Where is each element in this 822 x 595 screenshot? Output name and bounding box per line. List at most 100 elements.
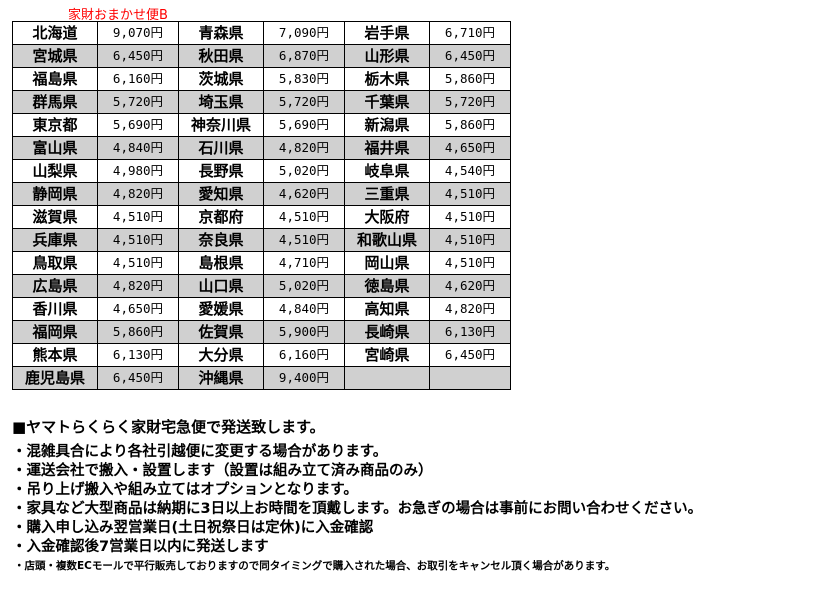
price-cell: 6,450円: [97, 44, 179, 68]
price-cell: 5,900円: [263, 320, 345, 344]
price-cell: 4,840円: [97, 136, 179, 160]
shipping-notes: ■ヤマトらくらく家財宅急便で発送致します。 ・混雑具合により各社引越便に変更する…: [12, 416, 702, 557]
prefecture-cell: 栃木県: [344, 67, 430, 91]
prefecture-cell: 岡山県: [344, 251, 430, 275]
price-cell: 6,160円: [263, 343, 345, 367]
price-cell: 5,720円: [429, 90, 511, 114]
price-cell: 5,020円: [263, 274, 345, 298]
table-row: 富山県 4,840円 石川県 4,820円 福井県 4,650円: [12, 136, 511, 160]
prefecture-cell: 鹿児島県: [12, 366, 98, 390]
table-row: 北海道 9,070円 青森県 7,090円 岩手県 6,710円: [12, 21, 511, 45]
price-cell: 5,690円: [263, 113, 345, 137]
table-row: 滋賀県 4,510円 京都府 4,510円 大阪府 4,510円: [12, 205, 511, 229]
prefecture-cell: 青森県: [178, 21, 264, 45]
table-row: 福島県 6,160円 茨城県 5,830円 栃木県 5,860円: [12, 67, 511, 91]
price-cell: 5,720円: [263, 90, 345, 114]
prefecture-cell: 新潟県: [344, 113, 430, 137]
prefecture-cell: 鳥取県: [12, 251, 98, 275]
price-cell: 4,620円: [263, 182, 345, 206]
price-cell: 7,090円: [263, 21, 345, 45]
cancellation-note: ・店頭・複数ECモールで平行販売しておりますので同タイミングで購入された場合、お…: [14, 560, 616, 572]
price-cell: 5,830円: [263, 67, 345, 91]
price-cell: 6,130円: [429, 320, 511, 344]
price-cell: 6,450円: [429, 343, 511, 367]
price-cell: [429, 366, 511, 390]
price-cell: 6,450円: [429, 44, 511, 68]
price-cell: 4,650円: [429, 136, 511, 160]
prefecture-cell: 茨城県: [178, 67, 264, 91]
table-row: 熊本県 6,130円 大分県 6,160円 宮崎県 6,450円: [12, 343, 511, 367]
prefecture-cell: 愛知県: [178, 182, 264, 206]
price-cell: 5,020円: [263, 159, 345, 183]
note-item: ・家具など大型商品は納期に3日以上お時間を頂戴します。お急ぎの場合は事前にお問い…: [12, 501, 703, 517]
prefecture-cell: 岩手県: [344, 21, 430, 45]
table-row: 鳥取県 4,510円 島根県 4,710円 岡山県 4,510円: [12, 251, 511, 275]
note-item: ・吊り上げ搬入や組み立てはオプションとなります。: [12, 482, 358, 498]
prefecture-cell: 山梨県: [12, 159, 98, 183]
prefecture-cell: 島根県: [178, 251, 264, 275]
prefecture-cell: 富山県: [12, 136, 98, 160]
prefecture-cell: 宮城県: [12, 44, 98, 68]
price-cell: 4,510円: [97, 228, 179, 252]
prefecture-cell: 香川県: [12, 297, 98, 321]
table-row: 福岡県 5,860円 佐賀県 5,900円 長崎県 6,130円: [12, 320, 511, 344]
price-cell: 4,510円: [263, 205, 345, 229]
prefecture-cell: 北海道: [12, 21, 98, 45]
table-row: 広島県 4,820円 山口県 5,020円 徳島県 4,620円: [12, 274, 511, 298]
table-row: 宮城県 6,450円 秋田県 6,870円 山形県 6,450円: [12, 44, 511, 68]
price-cell: 6,130円: [97, 343, 179, 367]
table-row: 兵庫県 4,510円 奈良県 4,510円 和歌山県 4,510円: [12, 228, 511, 252]
prefecture-cell: 千葉県: [344, 90, 430, 114]
prefecture-cell: 広島県: [12, 274, 98, 298]
prefecture-cell: 佐賀県: [178, 320, 264, 344]
price-cell: 6,160円: [97, 67, 179, 91]
prefecture-cell: 神奈川県: [178, 113, 264, 137]
price-cell: 4,820円: [263, 136, 345, 160]
prefecture-cell: 長崎県: [344, 320, 430, 344]
price-cell: 9,070円: [97, 21, 179, 45]
prefecture-cell: 宮崎県: [344, 343, 430, 367]
table-row: 香川県 4,650円 愛媛県 4,840円 高知県 4,820円: [12, 297, 511, 321]
price-cell: 5,860円: [429, 67, 511, 91]
notes-heading: ■ヤマトらくらく家財宅急便で発送致します。: [12, 418, 325, 436]
prefecture-cell: 福井県: [344, 136, 430, 160]
price-cell: 4,980円: [97, 159, 179, 183]
price-cell: 4,510円: [429, 182, 511, 206]
price-cell: 9,400円: [263, 366, 345, 390]
price-cell: 5,690円: [97, 113, 179, 137]
price-cell: 4,510円: [263, 228, 345, 252]
prefecture-cell: 群馬県: [12, 90, 98, 114]
price-cell: 4,710円: [263, 251, 345, 275]
prefecture-cell: 福島県: [12, 67, 98, 91]
prefecture-cell: 兵庫県: [12, 228, 98, 252]
prefecture-cell: 愛媛県: [178, 297, 264, 321]
price-cell: 4,510円: [97, 205, 179, 229]
prefecture-cell: 岐阜県: [344, 159, 430, 183]
price-cell: 4,820円: [97, 274, 179, 298]
prefecture-cell: 大分県: [178, 343, 264, 367]
table-title: 家財おまかせ便B: [68, 8, 168, 23]
prefecture-cell: 長野県: [178, 159, 264, 183]
table-row: 鹿児島県 6,450円 沖縄県 9,400円: [12, 366, 511, 390]
prefecture-cell: 山形県: [344, 44, 430, 68]
price-cell: 4,510円: [429, 228, 511, 252]
price-cell: 4,840円: [263, 297, 345, 321]
prefecture-cell: 滋賀県: [12, 205, 98, 229]
note-item: ・混雑具合により各社引越便に変更する場合があります。: [12, 444, 388, 460]
price-cell: 4,540円: [429, 159, 511, 183]
price-cell: 5,860円: [97, 320, 179, 344]
prefecture-cell: 徳島県: [344, 274, 430, 298]
prefecture-cell: [344, 366, 430, 390]
table-row: 群馬県 5,720円 埼玉県 5,720円 千葉県 5,720円: [12, 90, 511, 114]
prefecture-cell: 熊本県: [12, 343, 98, 367]
price-cell: 5,860円: [429, 113, 511, 137]
note-item: ・入金確認後7営業日以内に発送します: [12, 539, 269, 555]
prefecture-cell: 静岡県: [12, 182, 98, 206]
price-cell: 4,650円: [97, 297, 179, 321]
price-cell: 6,870円: [263, 44, 345, 68]
prefecture-cell: 沖縄県: [178, 366, 264, 390]
prefecture-cell: 三重県: [344, 182, 430, 206]
price-cell: 4,510円: [97, 251, 179, 275]
price-cell: 4,820円: [429, 297, 511, 321]
prefecture-cell: 福岡県: [12, 320, 98, 344]
